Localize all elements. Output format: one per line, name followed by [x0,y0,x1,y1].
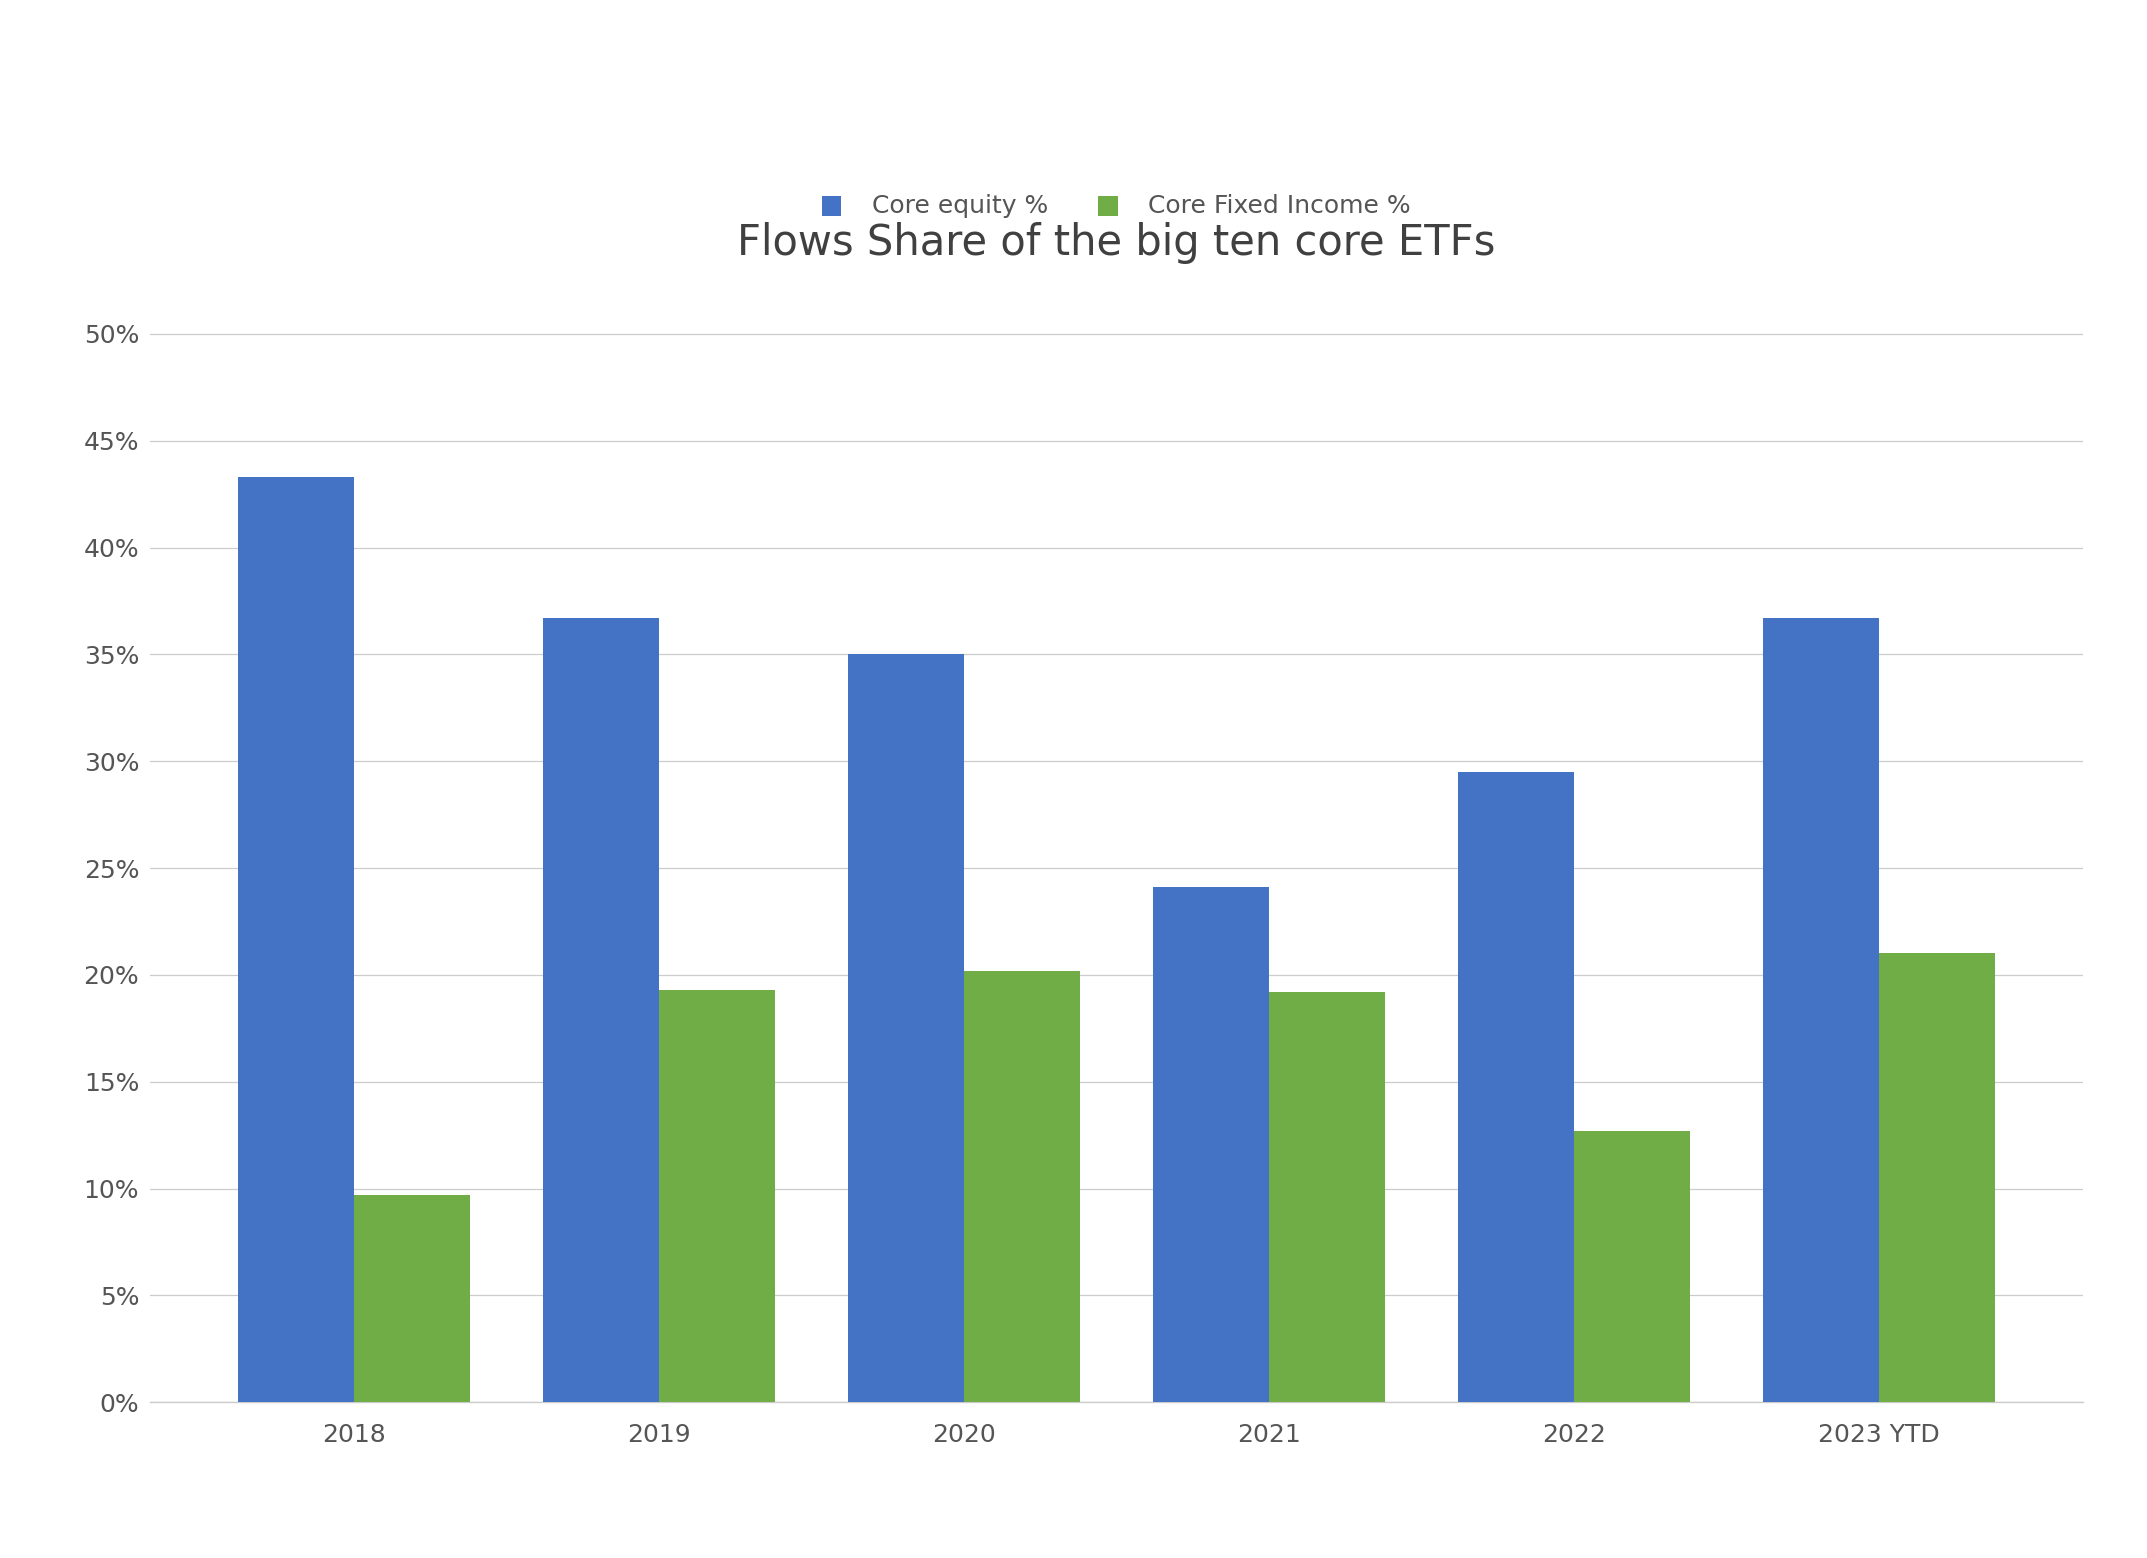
Title: Flows Share of the big ten core ETFs: Flows Share of the big ten core ETFs [736,223,1496,265]
Bar [543,619,659,1402]
Bar [1153,887,1269,1402]
Bar [964,971,1080,1402]
Bar [1763,619,1879,1402]
Bar [238,477,354,1402]
Bar [354,1195,470,1402]
Bar [848,654,964,1402]
Bar [1269,992,1385,1402]
Bar [1879,953,1995,1402]
Bar [659,989,775,1402]
Legend: Core equity %, Core Fixed Income %: Core equity %, Core Fixed Income % [809,181,1423,231]
Bar [1574,1131,1690,1402]
Bar [1458,771,1574,1402]
